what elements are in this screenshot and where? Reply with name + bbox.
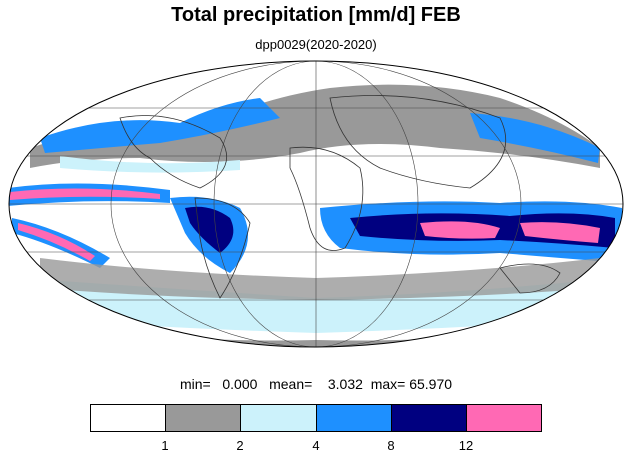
colorbar [90, 404, 542, 432]
min-value: 0.000 [222, 376, 258, 392]
precip-band-spcz-core [18, 223, 95, 261]
chart-subtitle: dpp0029(2020-2020) [255, 37, 377, 52]
colorbar-segment [391, 405, 467, 431]
statistics-line: min= 0.000 mean= 3.032 max= 65.970 [0, 376, 632, 392]
precip-band-south-america-core [185, 206, 234, 253]
graticule [9, 61, 623, 347]
mean-value: 3.032 [327, 376, 363, 392]
precip-band-north-atlantic [30, 84, 600, 168]
min-label: min= [179, 376, 211, 392]
colorbar-segment [466, 405, 542, 431]
precip-band-north-heavy [40, 98, 280, 153]
chart-title: Total precipitation [mm/d] FEB [171, 4, 461, 26]
precip-band-north-light [60, 156, 240, 173]
precipitation-map [8, 60, 624, 348]
colorbar-tick-label: 4 [312, 438, 320, 453]
colorbar-tick-label: 2 [236, 438, 244, 453]
colorbar-tick-label: 8 [387, 438, 395, 453]
precip-band-southern-gray [40, 258, 600, 300]
colorbar-tick-label: 1 [161, 438, 169, 453]
colorbar-segment [91, 405, 167, 431]
map-outline [8, 60, 624, 348]
precip-band-itcz-core [10, 188, 160, 200]
precip-band-north-pacific [470, 113, 600, 163]
colorbar-segment [316, 405, 392, 431]
colorbar-segment [241, 405, 317, 431]
mean-label: mean= [269, 376, 313, 392]
max-label: max= [370, 376, 406, 392]
precip-band-tropics-east-peak [420, 221, 600, 243]
max-value: 65.970 [409, 376, 453, 392]
colorbar-tick-label: 12 [458, 438, 474, 453]
coastlines [119, 95, 561, 299]
colorbar-segment [166, 405, 242, 431]
